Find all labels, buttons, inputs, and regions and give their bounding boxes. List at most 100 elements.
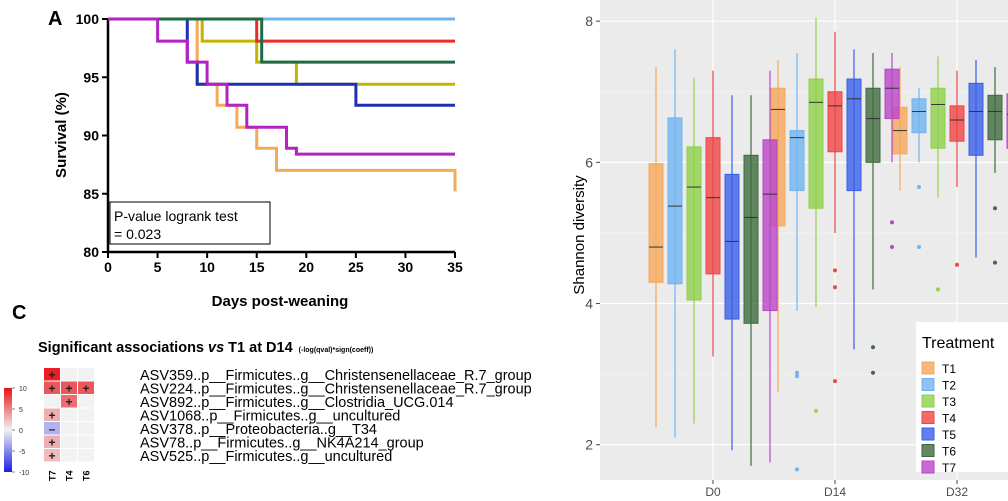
colorbar-tick-label: -10 <box>19 470 29 477</box>
colorbar-tick-label: 5 <box>19 407 23 414</box>
heatmap-cell <box>61 449 77 462</box>
outlier-point <box>795 370 799 375</box>
heatmap-col-labels: T7 T4 T6 <box>48 471 92 482</box>
box-body <box>911 98 927 134</box>
box-body <box>865 87 881 163</box>
box-body <box>987 94 1003 141</box>
legend-key-t7 <box>921 460 935 474</box>
legend-title: Treatment <box>922 335 995 352</box>
survival-axes: 0 5 10 15 20 25 30 35 80 85 90 95 100 <box>76 11 463 275</box>
box-t3-d0 <box>686 77 702 424</box>
box-body <box>930 87 946 149</box>
box-body <box>743 154 759 324</box>
box-t2-d0 <box>667 49 683 438</box>
x-tick-label: 20 <box>298 259 314 275</box>
box-body <box>667 117 683 285</box>
box-t4-d0 <box>705 70 721 357</box>
outlier-point <box>993 206 997 211</box>
box-body <box>705 137 721 275</box>
legend-key-t3 <box>921 394 935 408</box>
x-tick-label: 0 <box>104 259 112 275</box>
logrank-line-2: = 0.023 <box>114 226 161 242</box>
legend-label-t4: T4 <box>942 412 956 426</box>
outlier-point <box>993 260 997 265</box>
logrank-line-1: P-value logrank test <box>114 208 238 224</box>
panel-label-a: A <box>48 8 63 30</box>
survival-ylabel: Survival (%) <box>53 92 70 178</box>
colorbar-ticks: 10 5 0 -5 -10 <box>12 386 29 477</box>
survival-line-t6 <box>108 17 455 64</box>
y-tick-label: 6 <box>585 154 593 170</box>
shannon-axes: 2 4 6 8 D0 D14 D32 <box>585 13 968 499</box>
treatment-legend: Treatment T1 T2 T3 T4 T5 T6 T7 <box>916 322 1008 475</box>
x-tick-label: D14 <box>824 485 846 499</box>
heatmap-cell <box>44 408 60 421</box>
survival-xlabel: Days post-weaning <box>212 293 349 310</box>
box-body <box>648 163 664 283</box>
legend-label-t5: T5 <box>942 428 956 442</box>
cell-sign: – <box>49 422 56 436</box>
box-body <box>724 173 740 320</box>
survival-line-t5 <box>108 17 455 107</box>
heatmap-cell <box>61 381 77 394</box>
heatmap-cells: ++ + +++–++ <box>44 368 94 463</box>
colorbar-tick-label: -5 <box>19 449 25 456</box>
heatmap-cell <box>78 422 94 435</box>
heatmap-cell <box>61 408 77 421</box>
row-label: ASV224..p__Firmicutes..g__Christensenell… <box>140 382 532 398</box>
outlier-point <box>795 467 799 472</box>
legend-key-t6 <box>921 444 935 457</box>
colorbar <box>4 388 12 472</box>
outlier-point <box>936 287 940 292</box>
y-tick-label: 2 <box>585 437 593 453</box>
legend-label-t1: T1 <box>942 362 956 376</box>
shannon-ylabel: Shannon diversity <box>571 175 588 295</box>
outlier-point <box>871 345 875 350</box>
heatmap-title: Significant associations vs T1 at D14 (-l… <box>38 340 374 356</box>
box-t7-d0 <box>762 70 778 463</box>
shannon-boxplot: 2 4 6 8 D0 D14 D32 Shannon diversity Treatment… <box>571 0 1008 499</box>
outlier-point <box>890 220 894 225</box>
col-label: T6 <box>82 471 92 482</box>
box-t6-d0 <box>743 95 759 466</box>
row-label: ASV359..p__Firmicutes..g__Christensenell… <box>140 368 532 384</box>
col-label: T7 <box>48 471 58 482</box>
box-t2-d14 <box>789 52 805 472</box>
outlier-point <box>833 285 837 290</box>
box-body <box>968 82 984 156</box>
heatmap-cell <box>44 395 60 408</box>
x-tick-label: D0 <box>705 485 721 499</box>
outlier-point <box>795 374 799 379</box>
x-tick-label: 35 <box>447 259 463 275</box>
box-t4-d14 <box>827 31 843 384</box>
box-body <box>789 130 805 192</box>
survival-line-t3 <box>108 17 455 86</box>
x-tick-label: 30 <box>398 259 414 275</box>
box-t5-d32 <box>968 60 984 258</box>
y-tick-label: 90 <box>83 128 99 144</box>
x-tick-label: D32 <box>946 485 968 499</box>
colorbar-tick-label: 10 <box>19 386 27 393</box>
row-label: ASV892..p__Firmicutes..g__Clostridia_UCG… <box>140 395 454 411</box>
y-tick-label: 80 <box>83 244 99 260</box>
heatmap-cell <box>44 381 60 394</box>
outlier-point <box>890 245 894 250</box>
box-t2-d32 <box>911 88 927 250</box>
x-tick-label: 15 <box>249 259 265 275</box>
heatmap-cell <box>61 422 77 435</box>
cell-sign: + <box>48 449 55 463</box>
legend-label-t7: T7 <box>942 461 956 475</box>
box-body <box>762 139 778 312</box>
outlier-point <box>955 262 959 267</box>
box-body <box>949 105 965 142</box>
box-t5-d0 <box>724 95 740 451</box>
box-t1-d0 <box>648 67 664 428</box>
legend-key-t1 <box>921 361 935 375</box>
x-tick-label: 10 <box>199 259 215 275</box>
heatmap-cell <box>78 408 94 421</box>
outlier-point <box>871 370 875 375</box>
box-body <box>884 68 900 120</box>
box-t6-d32 <box>987 67 1003 265</box>
cell-sign: + <box>82 381 89 395</box>
